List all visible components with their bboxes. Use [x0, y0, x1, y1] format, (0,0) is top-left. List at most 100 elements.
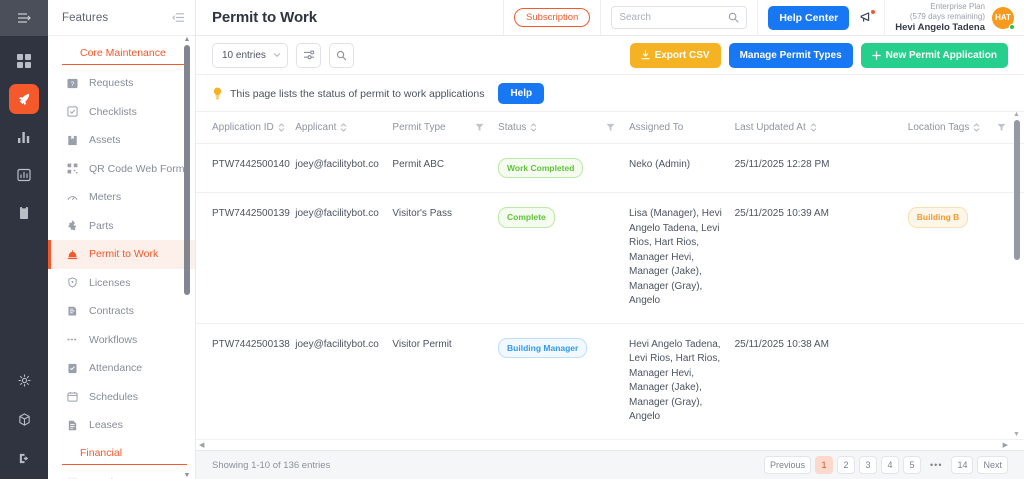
column-header-last-updated-at[interactable]: Last Updated At [734, 111, 908, 144]
sidebar-item-label: Vendors [89, 477, 128, 479]
pagination-next[interactable]: Next [977, 456, 1008, 474]
puzzle-icon [66, 220, 78, 232]
filter-icon[interactable] [475, 123, 484, 132]
sidebar-item-requests[interactable]: ? Requests [48, 69, 195, 98]
table-footer: Showing 1-10 of 136 entries Previous 1 2… [196, 450, 1024, 479]
cell-assigned-to: Hevi Angelo Tadena, Levi Rios, Hart Rios… [628, 323, 735, 440]
sidebar-item-parts[interactable]: Parts [48, 212, 195, 241]
pagination-page-3[interactable]: 3 [859, 456, 878, 474]
status-badge: Work Completed [498, 158, 584, 179]
help-center-button[interactable]: Help Center [768, 5, 850, 30]
sidebar-item-permit-to-work[interactable]: Permit to Work [48, 240, 195, 269]
avatar-wrapper[interactable]: HAT [992, 6, 1015, 30]
pagination-page-4[interactable]: 4 [881, 456, 900, 474]
rail-item-settings[interactable] [11, 367, 37, 393]
rail-item-dashboard[interactable] [9, 46, 39, 76]
search-input[interactable] [619, 12, 724, 23]
scroll-up-icon[interactable]: ▲ [183, 36, 191, 43]
column-header-permit-type[interactable]: Permit Type [392, 111, 499, 144]
filter-icon[interactable] [606, 123, 615, 132]
pagination-page-2[interactable]: 2 [837, 456, 856, 474]
rail-item-clipboard[interactable] [9, 198, 39, 228]
gauge-icon [66, 191, 78, 203]
table-horizontal-scrollbar[interactable]: ◀ ▶ [196, 439, 1011, 450]
sidebar-item-contracts[interactable]: Contracts [48, 297, 195, 326]
entries-per-page-select[interactable]: 10 entries [212, 42, 288, 68]
sort-icon[interactable] [340, 123, 347, 132]
scroll-left-icon[interactable]: ◀ [199, 442, 205, 449]
cell-applicant: joey@facilitybot.co [295, 323, 393, 440]
sidebar-item-vendors[interactable]: Vendors [48, 469, 195, 479]
table-row[interactable]: PTW7442500139 joey@facilitybot.co Visito… [196, 192, 1024, 324]
rail-item-modules[interactable] [11, 406, 37, 432]
panel-collapse-icon[interactable] [172, 12, 185, 23]
pagination-page-5[interactable]: 5 [903, 456, 922, 474]
filter-icon[interactable] [997, 123, 1006, 132]
notice-help-button[interactable]: Help [498, 83, 545, 104]
pagination-page-14[interactable]: 14 [951, 456, 974, 474]
pagination-previous[interactable]: Previous [764, 456, 812, 474]
table-vertical-scrollbar[interactable]: ▲ ▼ [1011, 111, 1022, 438]
sidebar-item-leases[interactable]: Leases [48, 411, 195, 440]
table-header-row: Application ID Applicant [196, 111, 1024, 144]
rail-collapse-button[interactable] [0, 0, 48, 36]
main-content: Permit to Work Subscription Help Center [196, 0, 1024, 479]
features-sidebar-header: Features [48, 0, 195, 36]
sidebar-item-label: Contracts [89, 305, 134, 318]
column-label: Status [498, 122, 527, 133]
sort-icon[interactable] [530, 123, 537, 132]
cell-location-tags [907, 143, 1024, 194]
table-row[interactable]: PTW7442500138 joey@facilitybot.co Visito… [196, 323, 1024, 440]
rail-item-maintenance[interactable] [9, 84, 39, 114]
global-search[interactable] [611, 6, 748, 29]
user-cell[interactable]: Enterprise Plan (579 days remaining) Hev… [884, 0, 1024, 36]
column-header-assigned-to[interactable]: Assigned To [628, 111, 735, 144]
sidebar-item-assets[interactable]: Assets [48, 126, 195, 155]
rocket-icon [17, 92, 32, 107]
sidebar-item-licenses[interactable]: Licenses [48, 269, 195, 298]
sidebar-item-workflows[interactable]: Workflows [48, 326, 195, 355]
rail-item-analytics[interactable] [9, 122, 39, 152]
table-scroll-thumb[interactable] [1013, 120, 1020, 260]
scroll-right-icon[interactable]: ▶ [1002, 442, 1008, 449]
plan-name-label: Enterprise Plan [930, 1, 985, 11]
sidebar-item-checklists[interactable]: Checklists [48, 98, 195, 127]
sidebar-item-attendance[interactable]: Attendance [48, 354, 195, 383]
subscription-button[interactable]: Subscription [514, 8, 591, 27]
rail-item-reports[interactable] [9, 160, 39, 190]
manage-permit-types-label: Manage Permit Types [739, 49, 842, 61]
sidebar-item-meters[interactable]: Meters [48, 183, 195, 212]
new-permit-application-button[interactable]: New Permit Application [860, 42, 1008, 68]
scroll-down-icon[interactable]: ▼ [1013, 431, 1020, 438]
sort-icon[interactable] [810, 123, 817, 132]
column-header-application-id[interactable]: Application ID [196, 111, 296, 144]
table-row[interactable]: PTW7442500140 joey@facilitybot.co Permit… [196, 143, 1024, 194]
pagination-page-1[interactable]: 1 [815, 456, 834, 474]
column-header-applicant[interactable]: Applicant [295, 111, 393, 144]
column-label: Application ID [212, 122, 274, 133]
sidebar-item-schedules[interactable]: Schedules [48, 383, 195, 412]
sort-icon[interactable] [973, 123, 980, 132]
sort-icon[interactable] [278, 123, 285, 132]
column-header-location-tags[interactable]: Location Tags [907, 111, 1024, 144]
megaphone-icon[interactable] [860, 10, 876, 24]
column-settings-button[interactable] [296, 42, 321, 68]
sidebar-scrollbar[interactable]: ▲ ▼ [182, 36, 192, 479]
scroll-up-icon[interactable]: ▲ [1013, 111, 1020, 118]
avatar[interactable]: HAT [992, 6, 1014, 29]
table-search-button[interactable] [329, 42, 354, 68]
search-icon[interactable] [728, 12, 739, 23]
notice: This page lists the status of permit to … [212, 83, 545, 104]
subscription-cell: Subscription [503, 0, 600, 36]
sidebar-item-qr-code-web-forms[interactable]: QR Code Web Forms [48, 155, 195, 184]
cell-last-updated-at: 25/11/2025 12:28 PM [734, 143, 908, 194]
cell-status: Complete [498, 192, 629, 324]
column-header-status[interactable]: Status [498, 111, 629, 144]
export-csv-button[interactable]: Export CSV [629, 42, 721, 68]
rail-item-logout[interactable] [11, 445, 37, 471]
manage-permit-types-button[interactable]: Manage Permit Types [728, 42, 853, 68]
permit-icon [66, 248, 78, 260]
sidebar-scroll-thumb[interactable] [184, 45, 190, 295]
scroll-down-icon[interactable]: ▼ [183, 472, 191, 479]
